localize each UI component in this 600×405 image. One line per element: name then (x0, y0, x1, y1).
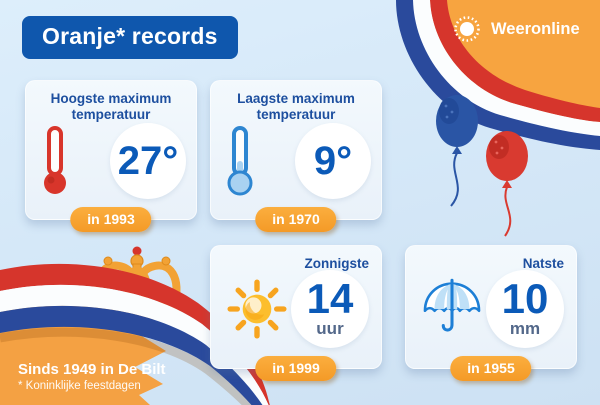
record-value: 10 (501, 275, 549, 323)
year-badge: in 1993 (70, 207, 152, 232)
sun-rays-icon (454, 16, 480, 42)
ribbon-shadow (0, 327, 255, 405)
footer-note: Sinds 1949 in De Bilt * Koninklijke fees… (18, 361, 166, 392)
thermometer-blue-icon (227, 125, 253, 196)
record-unit: uur (316, 319, 344, 339)
footer-line1: Sinds 1949 in De Bilt (18, 361, 166, 378)
card-title: Zonnigste (304, 256, 370, 271)
card-title: Hoogste maximum temperatuur (50, 91, 172, 122)
card-hoogste-maximum: Hoogste maximum temperatuur 27° in 1993 (25, 80, 197, 232)
year-badge: in 1970 (255, 207, 337, 232)
record-value: 27° (117, 138, 179, 183)
record-value: 9° (313, 138, 353, 183)
umbrella-icon (423, 278, 481, 332)
red-balloon-icon (486, 131, 528, 237)
sun-icon (227, 279, 287, 339)
card-title: Laagste maximum temperatuur (237, 91, 355, 122)
blue-balloon-icon (436, 95, 478, 207)
card-natste: Natste 10 mm in 1955 (405, 245, 577, 381)
thermometer-red-icon (44, 125, 66, 194)
page-title: Oranje* records (22, 16, 238, 59)
logo-text: Weeronline (491, 19, 580, 38)
card-laagste-maximum: Laagste maximum temperatuur 9° in 1970 (210, 80, 382, 232)
record-value: 14 (306, 275, 354, 323)
flag-ribbon-top-icon (396, 0, 600, 150)
year-badge: in 1955 (450, 356, 532, 381)
card-zonnigste: Zonnigste 14 uur (210, 245, 382, 381)
year-badge: in 1999 (255, 356, 337, 381)
weeronline-logo: Weeronline (451, 13, 580, 45)
card-title: Natste (522, 256, 564, 271)
record-unit: mm (509, 319, 541, 339)
footer-line2: * Koninklijke feestdagen (18, 380, 141, 392)
